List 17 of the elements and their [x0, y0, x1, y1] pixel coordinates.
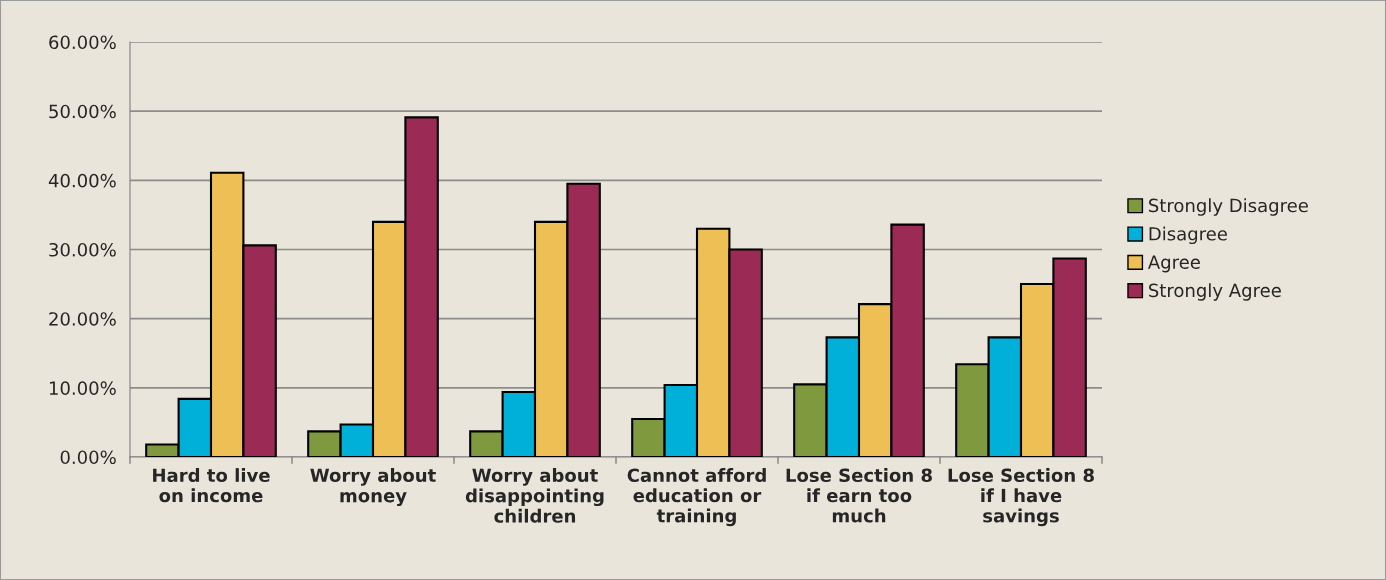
y-tick-label: 0.00% [60, 450, 116, 465]
y-tick-label: 40.00% [48, 173, 116, 188]
legend-label: Strongly Agree [1149, 283, 1281, 301]
x-tick-label: Lose Section 8 if I have savings [948, 468, 1094, 527]
legend-label: Agree [1147, 255, 1200, 273]
x-tick-label: Worry about disappointing children [465, 468, 604, 523]
y-tick-label: 50.00% [49, 104, 116, 119]
x-tick-label: Lose Section 8 if earn too much [786, 468, 932, 523]
y-tick-label: 20.00% [49, 312, 116, 326]
y-tick-label: 10.00% [49, 381, 116, 395]
legend-label: Disagree [1149, 226, 1227, 245]
y-tick-label: 60.00% [49, 35, 116, 50]
x-tick-label: Hard to live on income [153, 468, 270, 503]
x-tick-label: Worry about money [310, 468, 436, 507]
legend-label: Strongly Disagree [1149, 198, 1308, 216]
y-tick-label: 30.00% [49, 242, 116, 257]
x-tick-label: Cannot afford education or training [627, 468, 766, 527]
